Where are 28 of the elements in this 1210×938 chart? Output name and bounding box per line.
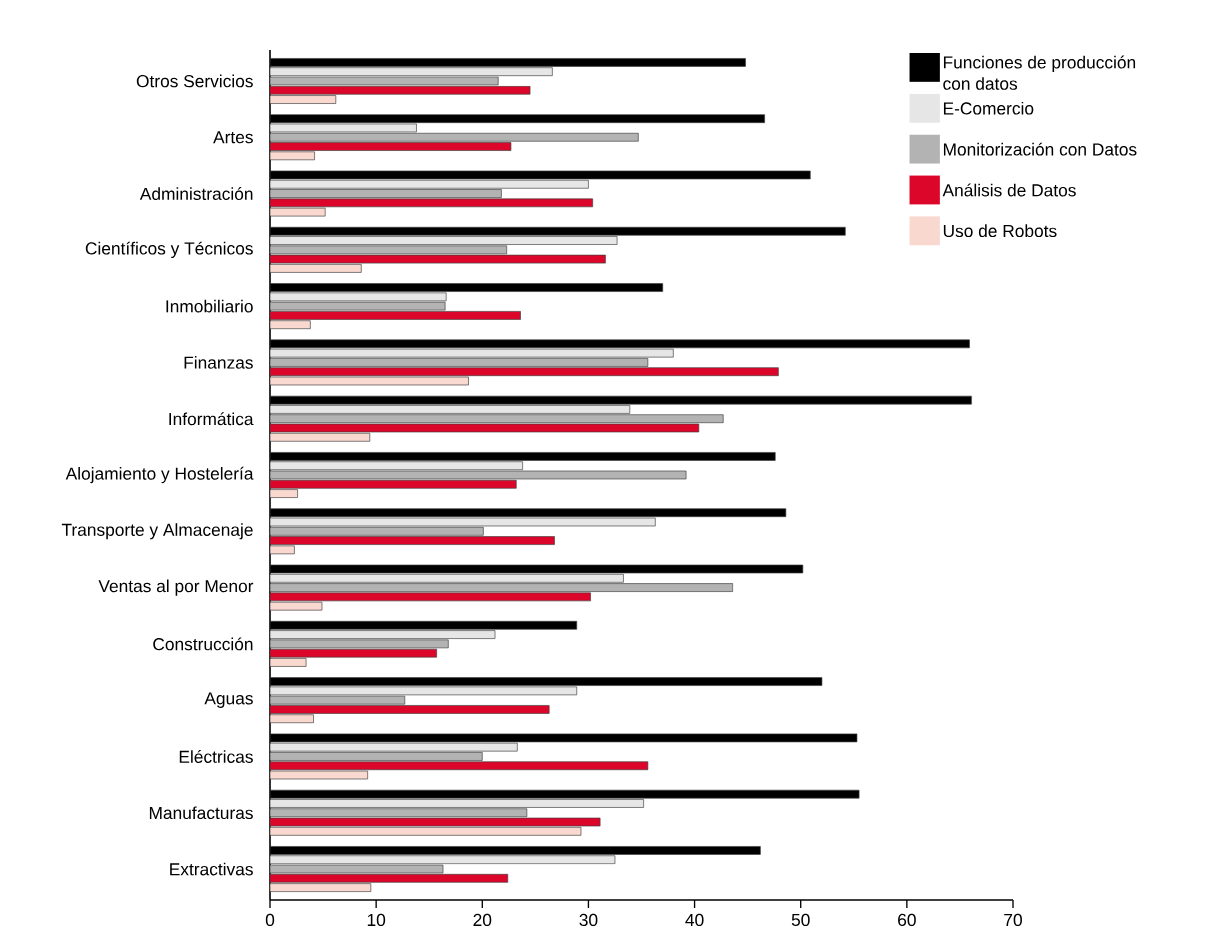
x-tick-label: 40 (685, 913, 704, 927)
y-tick-label: Inmobiliario (166, 299, 253, 313)
y-tick-label: Artes (213, 131, 253, 144)
y-tick-label: Aguas (204, 692, 253, 708)
y-tick-label: Eléctricas (179, 749, 253, 763)
y-tick-label: Informática (169, 412, 254, 426)
x-tick-label: 20 (473, 913, 492, 927)
y-tick-label: Científicos y Técnicos (85, 241, 253, 259)
y-tick-label: Extractivas (170, 862, 253, 876)
x-tick-label: 10 (367, 913, 386, 927)
x-tick-label: 30 (579, 913, 598, 927)
y-tick-label: Manufacturas (149, 806, 253, 820)
y-tick-label: Alojamiento y Hostelería (65, 466, 254, 484)
legend-label: Monitorización con Datos (943, 142, 1137, 156)
y-tick-label: Otros Servicios (136, 74, 253, 88)
x-tick-label: 0 (265, 913, 275, 927)
y-tick-label: Administración (139, 187, 253, 200)
legend-label: E-Comercio (943, 101, 1034, 115)
x-tick-label: 60 (898, 913, 916, 927)
legend-label: Uso de Robots (943, 224, 1057, 238)
legend-label: Funciones de producción con datos (943, 55, 1136, 90)
y-tick-label: Finanzas (184, 356, 253, 369)
y-tick-label: Construcción (153, 637, 253, 651)
x-tick-label: 50 (791, 913, 810, 927)
y-tick-label: Ventas al por Menor (98, 579, 254, 596)
legend-label: Análisis de Datos (942, 183, 1076, 197)
y-tick-label: Transporte y Almacenaje (61, 523, 253, 540)
x-tick-label: 70 (1004, 913, 1022, 927)
